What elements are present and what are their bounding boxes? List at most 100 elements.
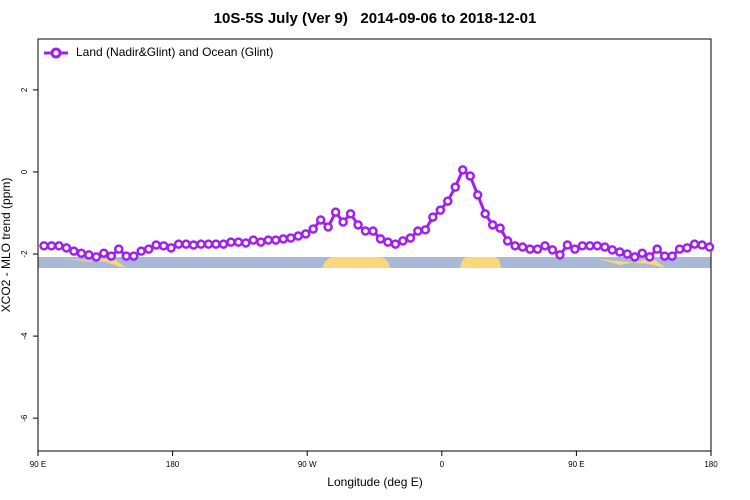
data-point (360, 226, 371, 236)
data-point (495, 223, 505, 233)
data-point (263, 235, 274, 245)
data-point (128, 251, 139, 261)
legend-label: Land (Nadir&Glint) and Ocean (Glint) (76, 45, 273, 59)
x-tick-label: 180 (166, 460, 180, 469)
data-point (69, 246, 79, 256)
data-point (271, 235, 281, 245)
data-point (428, 212, 438, 222)
data-point (517, 242, 528, 252)
data-point (166, 243, 176, 253)
data-point (46, 241, 57, 251)
data-point (450, 182, 461, 192)
data-point (577, 241, 588, 251)
data-point (689, 239, 700, 249)
x-tick-label: 180 (704, 460, 718, 469)
data-point (615, 247, 625, 257)
data-point (487, 220, 498, 230)
land-patch (322, 257, 390, 268)
data-point (592, 241, 603, 251)
map-strip (38, 257, 711, 268)
data-point (158, 241, 169, 251)
data-point (629, 252, 640, 262)
data-point (114, 244, 124, 254)
data-point (203, 239, 214, 249)
data-point (398, 236, 408, 246)
x-tick-label: 90 W (298, 460, 317, 469)
data-point (457, 165, 468, 175)
data-point (353, 220, 363, 230)
data-point (151, 240, 161, 250)
legend-marker (50, 47, 62, 59)
data-point (622, 249, 632, 259)
data-point (136, 246, 146, 256)
data-point (390, 239, 401, 249)
data-point (84, 250, 94, 260)
data-point (674, 244, 685, 254)
data-point (667, 251, 677, 261)
data-point (540, 241, 550, 251)
data-point (143, 244, 154, 254)
data-point (91, 252, 102, 262)
data-point (241, 238, 251, 248)
data-point (218, 239, 229, 249)
data-point (435, 205, 446, 215)
data-point (443, 196, 453, 206)
data-point (300, 229, 311, 239)
data-point (472, 190, 483, 200)
x-tick-label: 0 (440, 460, 445, 469)
data-point (375, 234, 386, 244)
y-tick-label: -4 (20, 332, 29, 340)
chart-title: 10S-5S July (Ver 9) 2014-09-06 to 2018-1… (214, 10, 537, 27)
data-point (315, 215, 326, 225)
data-point (330, 207, 341, 217)
data-point (420, 225, 431, 235)
y-tick-label: -6 (20, 414, 29, 422)
x-tick-label: 90 E (30, 460, 46, 469)
data-point (413, 226, 423, 236)
data-point (682, 243, 692, 253)
data-point (600, 242, 610, 252)
data-point (659, 251, 670, 261)
data-point (345, 209, 356, 219)
data-point (278, 234, 289, 244)
data-point (697, 240, 707, 250)
plot-frame (37, 38, 712, 452)
data-point (562, 240, 573, 250)
data-point (510, 241, 520, 251)
data-point (555, 250, 565, 260)
data-point (76, 248, 87, 258)
data-point (704, 242, 715, 252)
data-point (368, 226, 378, 236)
data-point (256, 237, 266, 247)
data-point (293, 231, 303, 241)
data-point (383, 237, 393, 247)
data-point (106, 251, 117, 261)
x-axis-label: Longitude (deg E) (327, 475, 422, 489)
data-point (248, 235, 259, 245)
land-patch (460, 257, 501, 268)
data-point (196, 239, 206, 249)
y-tick-label: 0 (20, 169, 29, 174)
series-line (43, 167, 710, 259)
data-point (188, 240, 199, 250)
data-point (61, 243, 72, 253)
data-point (54, 241, 64, 251)
data-point (99, 248, 109, 258)
data-point (308, 224, 318, 234)
data-point (502, 236, 513, 246)
legend: Land (Nadir&Glint) and Ocean (Glint) (44, 45, 273, 59)
data-point (637, 248, 647, 258)
data-point (211, 239, 221, 249)
data-point (173, 239, 184, 249)
y-tick-label: -2 (20, 250, 29, 258)
y-axis-label: XCO2 - MLO trend (ppm) (0, 178, 13, 313)
data-point (480, 209, 490, 219)
data-point (532, 244, 543, 254)
data-point (644, 252, 655, 262)
data-point (39, 241, 49, 251)
data-point (323, 222, 333, 232)
data-point (405, 233, 416, 243)
data-point (226, 237, 236, 247)
data-point (585, 241, 595, 251)
